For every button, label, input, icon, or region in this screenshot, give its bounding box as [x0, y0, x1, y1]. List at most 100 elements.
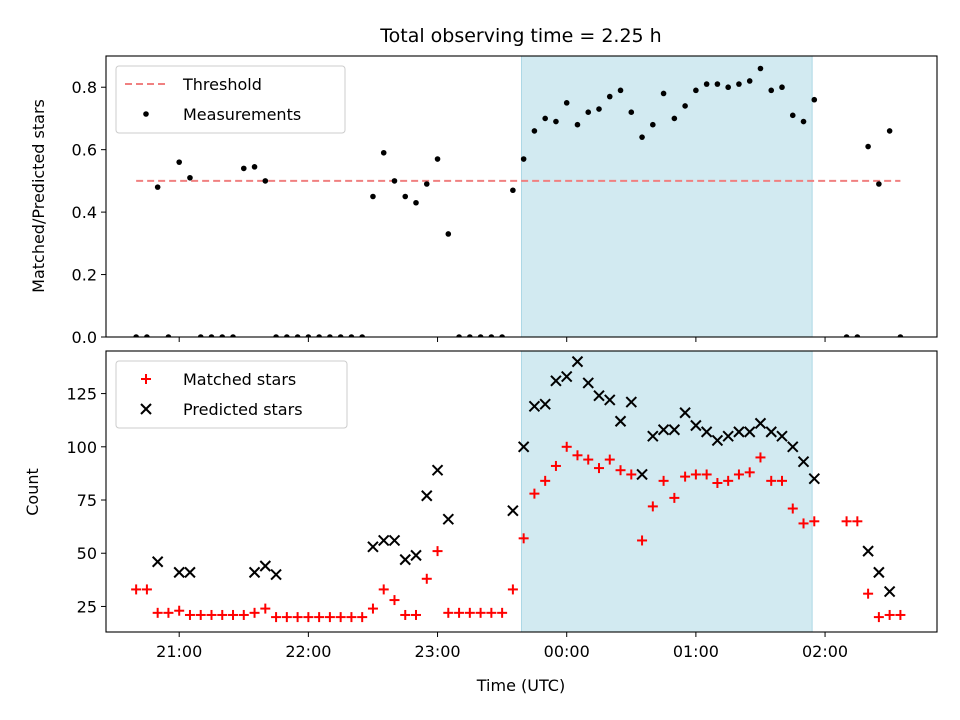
bottom-axes-frame: [105, 350, 938, 633]
matched-stars-point: [432, 546, 443, 557]
measurement-point: [402, 193, 409, 200]
matched-stars-point: [335, 612, 346, 623]
predicted-stars-point: [625, 396, 638, 408]
measurement-point: [456, 334, 462, 337]
bottom-legend: Matched stars Predicted stars: [115, 360, 348, 429]
matched-stars-point: [357, 612, 368, 623]
measurement-point: [811, 96, 818, 103]
measurement-point: [876, 181, 882, 187]
measurement-point: [230, 334, 236, 337]
predicted-stars-point: [410, 549, 422, 562]
matched-stars-point: [884, 609, 895, 620]
matched-stars-point: [486, 607, 497, 618]
top-y-tick-label: 0.0: [72, 328, 97, 347]
measurement-point: [574, 121, 581, 128]
predicted-stars-point: [388, 534, 401, 547]
matched-stars-point: [572, 450, 583, 461]
measurement-point: [606, 93, 613, 100]
matched-stars-point: [346, 612, 357, 623]
predicted-stars-point: [690, 419, 702, 432]
matched-stars-point: [260, 603, 271, 614]
measurement-point: [553, 118, 559, 125]
predicted-stars-point: [873, 566, 885, 579]
predicted-stars-point: [787, 441, 799, 453]
predicted-stars-point: [808, 473, 820, 485]
top-y-tick-label: 0.6: [72, 141, 97, 160]
matched-stars-point: [152, 607, 163, 618]
matched-stars-point: [292, 612, 303, 623]
matched-stars-point: [798, 518, 809, 529]
bottom-y-tick-label: 50: [77, 544, 97, 563]
matched-stars-point: [141, 584, 152, 595]
matched-stars-point: [314, 612, 325, 623]
matched-stars-point: [604, 454, 615, 465]
predicted-stars-point: [550, 375, 562, 387]
matched-stars-point: [475, 607, 486, 618]
matched-stars-point: [303, 612, 314, 623]
matched-stars-point: [809, 516, 820, 527]
matched-stars-point: [550, 460, 561, 471]
predicted-stars-point: [647, 430, 659, 442]
matched-stars-point: [658, 475, 669, 486]
top-observing-window-span: [521, 56, 813, 337]
measurement-point: [434, 156, 441, 162]
bottom-legend-label: Predicted stars: [183, 400, 303, 419]
legend-measurements-swatch: [143, 111, 149, 117]
measurement-point: [305, 334, 312, 337]
matched-stars-point: [464, 607, 475, 618]
bottom-y-tick-label: 75: [77, 491, 97, 510]
x-tick-label: 21:00: [156, 642, 202, 661]
predicted-stars-point: [248, 566, 261, 579]
measurement-point: [391, 178, 398, 184]
legend-predicted-swatch: [140, 403, 152, 415]
measurement-point: [843, 334, 850, 337]
measurement-point: [671, 115, 678, 122]
predicted-stars-point: [431, 464, 444, 476]
bottom-panel: 25 50 75 100 125 21:00 22:00 23:00 00:00 01:00 02:…: [66, 350, 938, 661]
matched-stars-point: [454, 607, 465, 618]
bottom-plot-area: [131, 351, 906, 632]
measurement-point: [144, 334, 150, 337]
matched-stars-point: [766, 475, 777, 486]
bottom-legend-label: Matched stars: [183, 370, 296, 389]
matched-stars-point: [626, 469, 637, 480]
bottom-y-tick-label: 125: [66, 385, 97, 404]
matched-stars-point: [174, 605, 185, 616]
top-legend-label: Measurements: [183, 105, 301, 124]
measurement-point: [370, 193, 376, 200]
measurement-point: [251, 164, 258, 170]
measurement-point: [639, 134, 645, 140]
predicted-stars-point: [184, 566, 196, 579]
measurement-point: [165, 334, 172, 337]
measurement-point: [359, 334, 365, 337]
top-axes-frame: [105, 55, 938, 338]
bottom-x-axis-label: Time (UTC): [476, 676, 565, 695]
matched-stars-point: [378, 584, 389, 595]
matched-stars-point: [841, 516, 852, 527]
matched-stars-point: [755, 452, 766, 463]
measurement-point: [520, 156, 527, 162]
matched-stars-point: [744, 467, 755, 478]
predicted-stars-point: [765, 426, 777, 438]
measurement-point: [467, 334, 473, 337]
predicted-stars-point: [378, 534, 390, 547]
predicted-stars-point: [883, 585, 896, 598]
predicted-stars-point: [614, 415, 627, 427]
measurement-point: [789, 112, 796, 119]
predicted-stars-point: [582, 377, 594, 389]
matched-stars-point: [507, 584, 518, 595]
measurement-point: [197, 334, 204, 337]
predicted-stars-point: [539, 398, 551, 410]
matched-stars-point: [787, 503, 798, 514]
bottom-y-tick-label: 100: [66, 438, 97, 457]
predicted-stars-point: [442, 513, 455, 525]
measurement-point: [531, 128, 538, 134]
predicted-stars-point: [636, 468, 648, 481]
matched-stars-point: [184, 609, 195, 620]
matched-stars-point: [443, 607, 454, 618]
measurement-point: [380, 149, 387, 156]
predicted-stars-point: [517, 441, 530, 453]
predicted-stars-point: [399, 553, 411, 566]
predicted-stars-point: [668, 424, 681, 436]
matched-stars-point: [389, 595, 400, 606]
